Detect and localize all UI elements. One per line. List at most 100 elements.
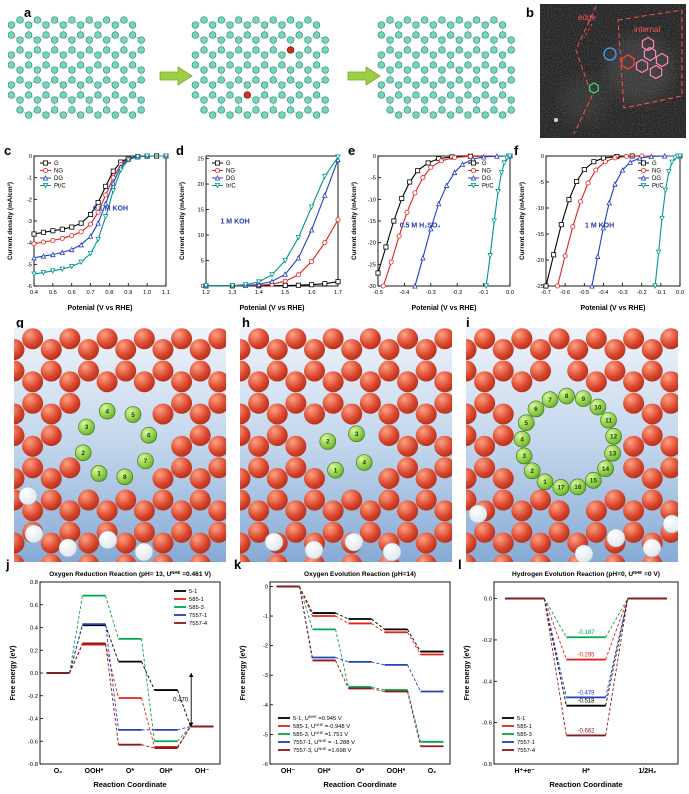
svg-text:1 M KOH: 1 M KOH <box>220 219 249 226</box>
svg-text:10: 10 <box>594 404 602 411</box>
svg-text:7: 7 <box>548 397 552 404</box>
svg-text:-3: -3 <box>27 219 32 225</box>
svg-text:2: 2 <box>81 450 85 457</box>
svg-text:Free energy (eV): Free energy (eV) <box>240 646 247 701</box>
svg-text:5: 5 <box>524 420 528 427</box>
svg-text:1.5: 1.5 <box>281 290 289 296</box>
svg-text:2: 2 <box>530 468 534 475</box>
svg-text:585-1: 585-1 <box>517 724 532 730</box>
svg-text:-2: -2 <box>263 644 268 650</box>
panel-letter-k: k <box>234 557 242 572</box>
svg-text:Pt/C: Pt/C <box>652 184 664 190</box>
svg-text:-1: -1 <box>263 614 268 620</box>
svg-text:-0.4: -0.4 <box>598 290 609 296</box>
svg-text:0.0: 0.0 <box>30 671 38 677</box>
svg-text:OH*: OH* <box>317 768 331 775</box>
svg-text:0.470: 0.470 <box>173 698 189 704</box>
svg-text:0.7: 0.7 <box>87 290 95 296</box>
svg-text:-0.2: -0.2 <box>637 290 647 296</box>
panel-letter-c: c <box>4 143 12 158</box>
chart-l-her-energy: 0.0 -0.2 -0.4 -0.6 -0.8 H⁺+e⁻ H* 1/2H₂ Reaction … <box>460 566 686 790</box>
svg-text:7557-4: 7557-4 <box>517 748 536 754</box>
svg-text:-25: -25 <box>368 262 376 268</box>
svg-text:0: 0 <box>373 154 376 160</box>
svg-text:-15: -15 <box>368 219 376 225</box>
svg-text:2: 2 <box>326 439 330 446</box>
svg-text:0.8: 0.8 <box>30 580 38 586</box>
svg-text:-0.6: -0.6 <box>560 290 570 296</box>
svg-text:DG: DG <box>226 176 235 182</box>
svg-text:0.4: 0.4 <box>30 626 39 632</box>
svg-text:5-1: 5-1 <box>517 716 525 722</box>
svg-text:O₂: O₂ <box>428 768 437 775</box>
panel-letter-e: e <box>348 143 356 158</box>
svg-text:Current density (mA/cm²): Current density (mA/cm²) <box>7 182 14 260</box>
panel-letter-g: g <box>16 315 24 330</box>
svg-text:20: 20 <box>198 182 204 188</box>
svg-text:DG: DG <box>652 176 661 182</box>
svg-text:0.6: 0.6 <box>30 603 38 609</box>
svg-text:DG: DG <box>482 176 491 182</box>
svg-text:-1: -1 <box>27 176 32 182</box>
svg-text:NG: NG <box>54 169 63 175</box>
svg-text:-0.2: -0.2 <box>452 290 462 296</box>
panel-letter-a: a <box>24 5 32 20</box>
svg-text:-0.5: -0.5 <box>579 290 589 296</box>
svg-text:-10: -10 <box>368 197 376 203</box>
svg-text:-0.662: -0.662 <box>577 728 595 734</box>
svg-text:-0.1: -0.1 <box>479 290 489 296</box>
chart-e-her-h2so4: -0.5 -0.4 -0.3 -0.2 -0.1 0.0 0 -5 -10 -15 -20 -25 -3… <box>348 150 516 312</box>
panel-letter-h: h <box>242 315 250 330</box>
svg-text:5-1: 5-1 <box>189 589 197 595</box>
svg-text:Potenial (V vs RHE): Potenial (V vs RHE) <box>240 305 305 312</box>
svg-text:3: 3 <box>522 453 526 460</box>
svg-text:-0.518: -0.518 <box>577 699 595 705</box>
svg-text:4: 4 <box>362 460 366 467</box>
svg-text:1.7: 1.7 <box>334 290 342 296</box>
svg-text:0.9: 0.9 <box>124 290 132 296</box>
svg-text:OH⁻: OH⁻ <box>281 768 296 775</box>
svg-text:25: 25 <box>198 157 204 163</box>
svg-text:5: 5 <box>201 259 204 265</box>
svg-text:9: 9 <box>581 396 585 403</box>
svg-text:0.2: 0.2 <box>30 648 38 654</box>
svg-text:7557-3, UNHE =1.698 V: 7557-3, UNHE =1.698 V <box>293 747 352 754</box>
svg-text:5: 5 <box>131 412 135 419</box>
svg-text:-0.478: -0.478 <box>577 690 595 696</box>
svg-text:3: 3 <box>355 431 359 438</box>
panel-letter-f: f <box>514 143 519 158</box>
panel-letter-j: j <box>6 557 10 572</box>
svg-text:7557-1: 7557-1 <box>189 613 207 619</box>
edge-label: edge <box>578 13 596 22</box>
svg-text:-4: -4 <box>27 241 33 247</box>
svg-text:Reaction Coordinate: Reaction Coordinate <box>549 780 622 789</box>
svg-text:585-3: 585-3 <box>189 605 204 611</box>
svg-text:-15: -15 <box>536 232 544 238</box>
svg-text:NG: NG <box>226 169 235 175</box>
svg-text:-5: -5 <box>263 732 268 738</box>
svg-text:Reaction Coordinate: Reaction Coordinate <box>93 780 166 789</box>
svg-text:Pt/C: Pt/C <box>54 184 66 190</box>
internal-label: internal <box>634 25 661 34</box>
svg-text:-30: -30 <box>368 284 376 290</box>
svg-text:-0.4: -0.4 <box>482 679 493 685</box>
svg-text:-4: -4 <box>263 703 269 709</box>
svg-text:1 M KOH: 1 M KOH <box>585 223 614 230</box>
svg-text:-0.8: -0.8 <box>28 762 38 768</box>
svg-text:-5: -5 <box>27 262 32 268</box>
svg-text:G: G <box>54 161 59 167</box>
svg-text:585-3, UNHE =1.751 V: 585-3, UNHE =1.751 V <box>293 731 348 738</box>
svg-text:0.1 M KOH: 0.1 M KOH <box>93 206 128 213</box>
svg-text:0: 0 <box>265 584 268 590</box>
svg-text:O₂: O₂ <box>54 768 63 775</box>
svg-text:Free energy (eV): Free energy (eV) <box>464 646 471 701</box>
svg-text:O*: O* <box>356 768 364 775</box>
svg-text:0.0: 0.0 <box>676 290 684 296</box>
svg-text:585-1, UNHE =-0.948 V: 585-1, UNHE =-0.948 V <box>293 723 350 730</box>
svg-text:11: 11 <box>605 417 612 424</box>
svg-text:1.2: 1.2 <box>202 290 210 296</box>
svg-text:-20: -20 <box>536 258 544 264</box>
chart-c-orr-01mkoh: 0.4 0.5 0.6 0.7 0.8 0.9 1.0 1.1 -6 -5 -4 -3 -2 -1 0 Pot… <box>4 150 172 312</box>
svg-text:0.4: 0.4 <box>30 290 39 296</box>
